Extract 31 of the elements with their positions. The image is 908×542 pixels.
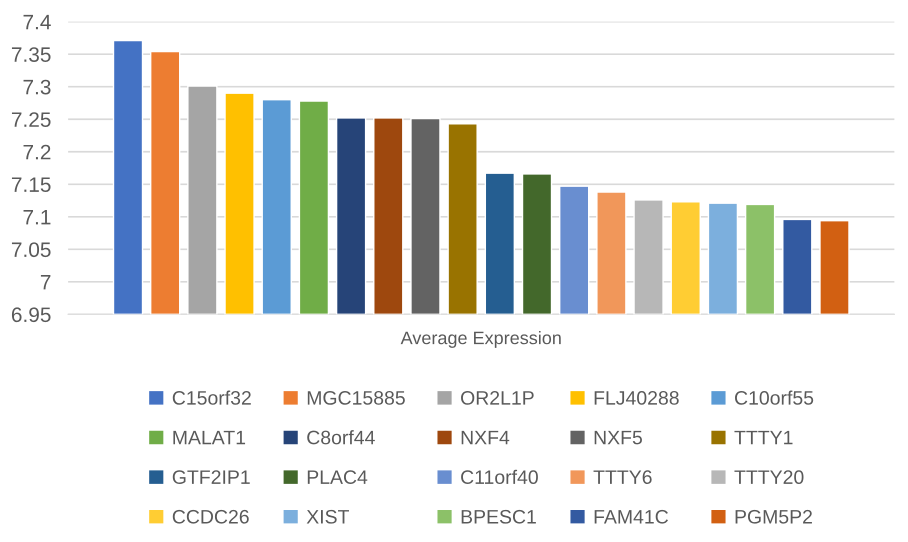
legend-label: MGC15885 [308, 391, 405, 405]
legend-label: TTTY6 [594, 470, 652, 484]
y-tick-label: 7.2 [24, 144, 50, 160]
y-tick-label: 7.05 [12, 242, 51, 258]
legend-label: PLAC4 [308, 470, 368, 484]
legend-label: CCDC26 [172, 510, 249, 524]
y-tick-label: 7.4 [24, 14, 51, 30]
legend-label: C8orf44 [307, 430, 375, 444]
legend-label: MALAT1 [173, 430, 246, 444]
legend-label: TTTY1 [734, 430, 792, 444]
y-tick-label: 7.25 [12, 112, 51, 127]
x-tick-label: Average Expression [400, 331, 561, 348]
legend-label: C10orf55 [735, 390, 814, 405]
legend-label: FLJ40288 [594, 391, 679, 405]
y-tick-label: 7.3 [24, 80, 51, 94]
y-tick-label: 7.1 [24, 210, 50, 224]
legend-label: FAM41C [594, 510, 668, 524]
y-tick-label: 6.95 [12, 307, 51, 322]
legend-label: NXF5 [594, 430, 642, 444]
legend-label: C15orf32 [172, 390, 251, 405]
legend-label: TTTY20 [734, 470, 804, 484]
y-tick-label: 7 [40, 275, 50, 290]
legend-label: GTF2IP1 [172, 470, 250, 484]
legend-label: NXF4 [462, 430, 510, 444]
legend-label: BPESC1 [462, 510, 536, 524]
legend-label: C11orf40 [461, 470, 538, 484]
y-tick-label: 7.15 [12, 177, 51, 192]
y-tick-label: 7.35 [12, 47, 51, 62]
legend-label: XIST [306, 510, 350, 524]
legend-label: PGM5P2 [736, 510, 812, 524]
legend-label: OR2L1P [461, 391, 534, 405]
